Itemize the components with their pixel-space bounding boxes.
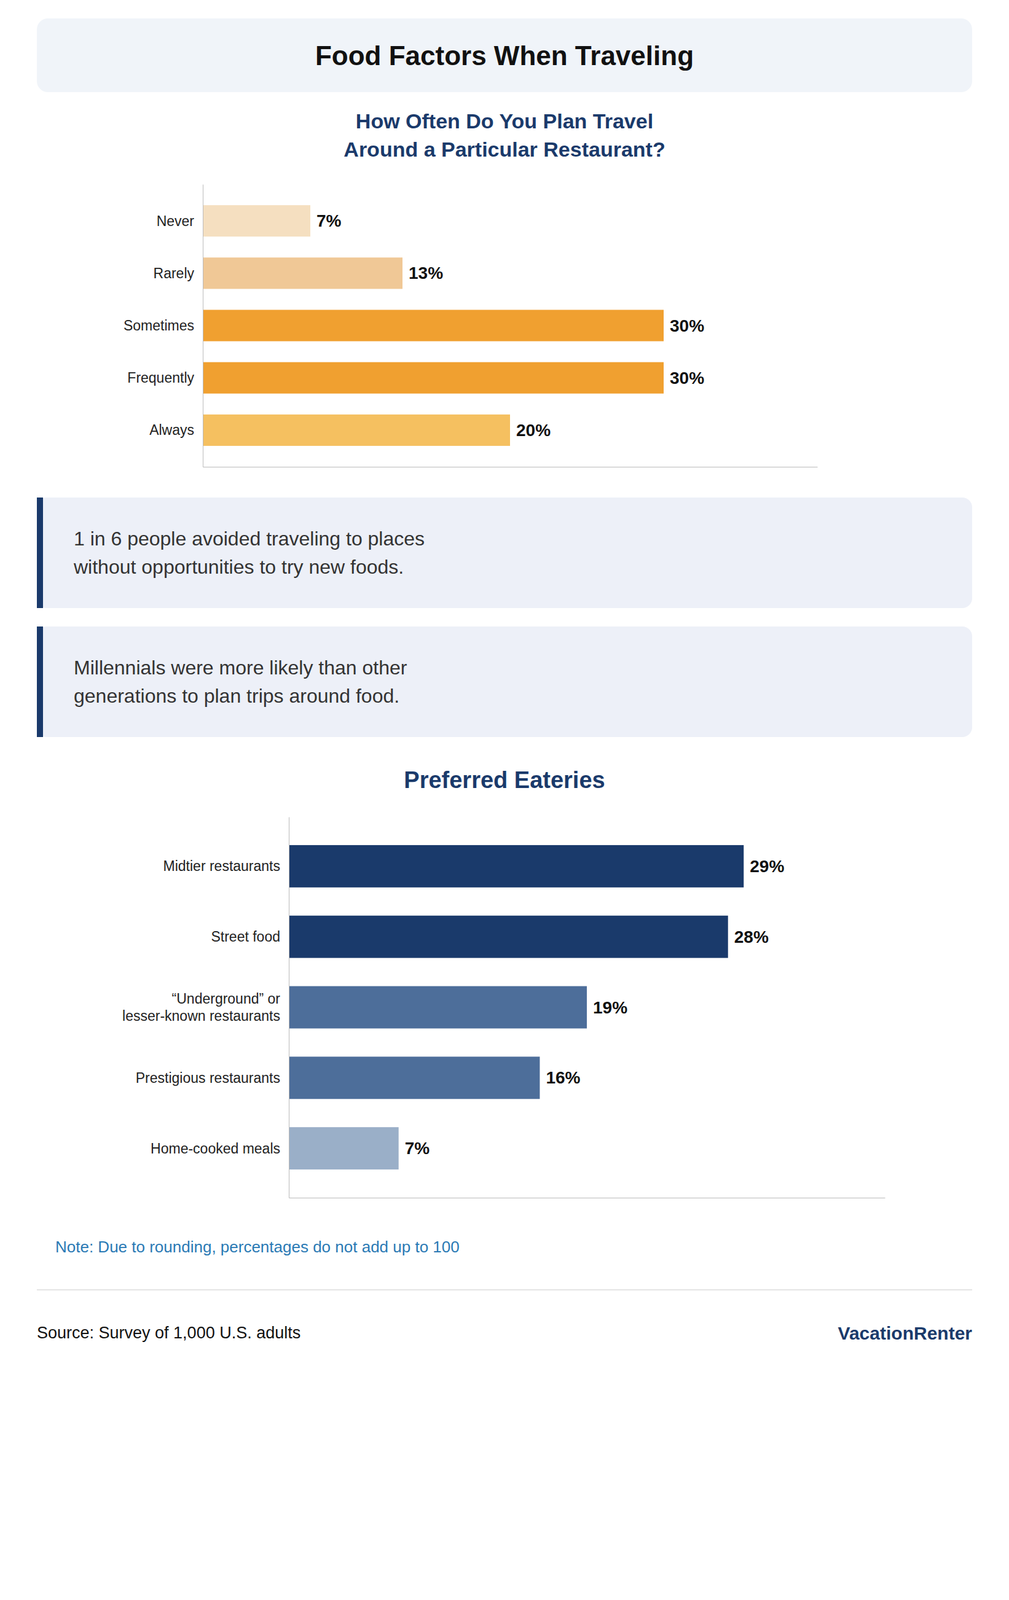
y-axis: Midtier restaurants Street food “Undergrou… [122,817,289,1199]
data-label: 29% [749,857,785,877]
tick-label: Street food [210,929,281,946]
data-label: 28% [734,927,769,947]
chart: Preferred Eateries 29% 28% 19% 16% 7% Midtier … [122,767,885,1199]
x-axis [203,467,818,468]
bar [288,845,744,888]
stat-accent [36,497,44,609]
bar [202,414,511,447]
bar [288,1056,540,1100]
tick: Street food [210,929,281,946]
tick: Always [149,422,195,439]
tick-label: Always [149,422,195,439]
y-axis: Never Rarely Sometimes Frequently Always [123,184,204,468]
data-labels: 7% 13% 30% 30% 20% [316,211,705,440]
stat-box [36,497,973,609]
text-line: Home-cooked meals [150,1141,281,1158]
axis-line [289,1198,886,1199]
note: Note: Due to rounding, percentages do no… [55,1238,460,1257]
main-title: Food Factors When Traveling [315,40,694,71]
text-line: Rarely [153,265,195,282]
data-labels: 29% 28% 19% 16% 7% [404,857,785,1159]
bar [288,916,729,959]
stat-accent [36,626,44,738]
data-label: 19% [592,998,628,1018]
text-line: Always [149,422,195,439]
tick: Midtier restaurants [163,858,281,875]
text-line: Midtier restaurants [163,858,281,875]
page: Food Factors When Traveling How Often Do … [0,0,1009,1600]
text-line: Millennials were more likely than other [73,656,408,680]
bar [288,986,587,1030]
tick-label: Sometimes [123,317,195,334]
text-line: Prestigious restaurants [135,1070,281,1087]
tick-label: Home-cooked meals [150,1141,281,1158]
axis-line [288,817,290,1199]
bar [202,309,664,342]
bar [202,257,403,289]
x-axis [289,1198,886,1199]
brand: VacationRenter [838,1323,973,1344]
tick: Home-cooked meals [150,1141,281,1158]
data-label: 7% [404,1139,431,1159]
tick-label: “Underground” orlesser-known restaurants [122,991,281,1025]
text-line: How Often Do You Plan Travel [355,109,654,133]
tick-label: Frequently [127,369,195,386]
stat-box [36,626,973,738]
bar [202,205,311,237]
chart-title: Preferred Eateries [403,767,605,794]
data-label: 13% [408,263,444,283]
chart-title: How Often Do You Plan Travel Around a Par… [343,109,665,161]
tick: “Underground” orlesser-known restaurants [122,991,281,1025]
annotation: 1 in 6 people avoided traveling to place… [73,527,425,579]
source: Source: Survey of 1,000 U.S. adults [36,1324,301,1343]
text-line: generations to plan trips around food. [73,685,400,708]
text-line: lesser-known restaurants [122,1008,281,1025]
text-line: Around a Particular Restaurant? [343,137,665,161]
axis-line [202,184,204,468]
data-label: 30% [669,316,705,336]
title-box [36,18,973,93]
tick-label: Prestigious restaurants [135,1070,281,1087]
chart: How Often Do You Plan Travel Around a Par… [123,109,818,468]
text-line: 1 in 6 people avoided traveling to place… [73,527,425,550]
text-line: Street food [210,929,281,946]
text-line: Sometimes [123,317,195,334]
tick: Frequently [127,369,195,386]
bars [202,205,664,447]
tick: Never [156,213,195,230]
tick-label: Never [156,213,195,230]
tick: Rarely [153,265,195,282]
bars [288,845,744,1170]
data-label: 20% [516,420,551,440]
tick: Prestigious restaurants [135,1070,281,1087]
text-line: “Underground” or [172,991,281,1008]
axis-line [203,467,818,468]
bar [202,362,664,394]
text-line: without opportunities to try new foods. [73,556,404,579]
tick-label: Rarely [153,265,195,282]
annotation: Millennials were more likely than other g… [73,656,408,708]
data-label: 16% [545,1068,581,1088]
text-line: Frequently [127,369,195,386]
bar [288,1127,399,1170]
data-label: 7% [316,211,342,231]
divider [36,1289,973,1292]
text-line: Preferred Eateries [403,767,605,794]
text-line: Never [156,213,195,230]
tick: Sometimes [123,317,195,334]
tick-label: Midtier restaurants [163,858,281,875]
data-label: 30% [669,368,705,388]
